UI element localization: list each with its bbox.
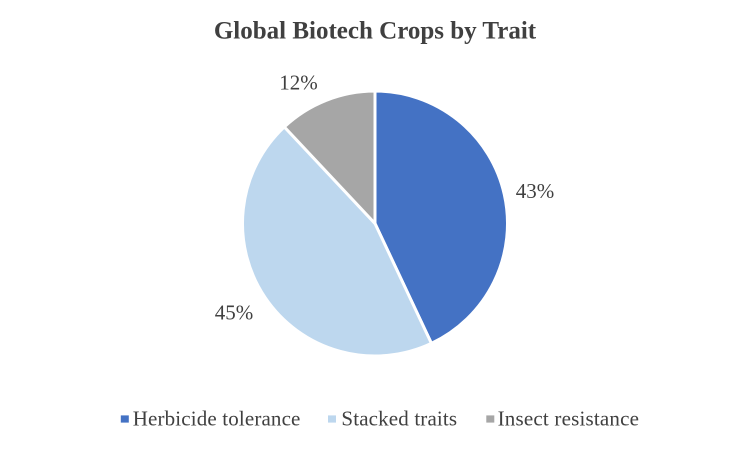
svg-text:12%: 12% — [279, 71, 318, 95]
svg-text:Global Biotech Crops by Trait: Global Biotech Crops by Trait — [214, 18, 537, 45]
svg-text:45%: 45% — [215, 301, 254, 325]
svg-text:Stacked traits: Stacked traits — [341, 407, 457, 431]
svg-text:Herbicide tolerance: Herbicide tolerance — [133, 407, 301, 431]
svg-text:Insect resistance: Insect resistance — [498, 407, 640, 431]
svg-text:43%: 43% — [516, 179, 555, 203]
